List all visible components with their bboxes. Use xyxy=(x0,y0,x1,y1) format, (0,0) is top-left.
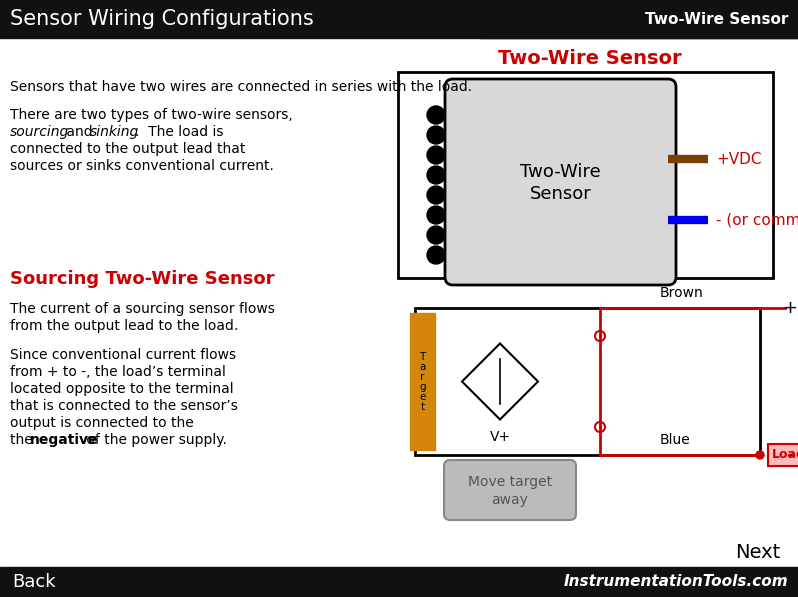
Circle shape xyxy=(756,451,764,459)
Text: Move target: Move target xyxy=(468,475,552,489)
Ellipse shape xyxy=(427,206,445,224)
Text: T
a
r
g
e
t: T a r g e t xyxy=(419,352,426,411)
Text: the: the xyxy=(10,433,38,447)
Bar xyxy=(410,313,435,450)
Bar xyxy=(0,0,798,38)
Text: away: away xyxy=(492,493,528,507)
Text: from the output lead to the load.: from the output lead to the load. xyxy=(10,319,239,333)
Text: Sensor Wiring Configurations: Sensor Wiring Configurations xyxy=(10,9,314,29)
Text: located opposite to the terminal: located opposite to the terminal xyxy=(10,382,234,396)
Ellipse shape xyxy=(427,186,445,204)
Text: connected to the output lead that: connected to the output lead that xyxy=(10,142,245,156)
Text: The current of a sourcing sensor flows: The current of a sourcing sensor flows xyxy=(10,302,275,316)
FancyBboxPatch shape xyxy=(445,79,676,285)
Text: Blue: Blue xyxy=(660,433,691,447)
Text: Sensor: Sensor xyxy=(530,185,591,203)
Ellipse shape xyxy=(427,126,445,144)
Polygon shape xyxy=(430,0,798,38)
Text: that is connected to the sensor’s: that is connected to the sensor’s xyxy=(10,399,238,413)
Text: .  The load is: . The load is xyxy=(135,125,223,139)
Text: Since conventional current flows: Since conventional current flows xyxy=(10,348,236,362)
Ellipse shape xyxy=(427,166,445,184)
Text: +VDC: +VDC xyxy=(716,152,761,167)
Bar xyxy=(398,72,773,278)
Ellipse shape xyxy=(427,146,445,164)
Text: -: - xyxy=(786,446,792,464)
Text: Next: Next xyxy=(735,543,780,562)
Text: Brown: Brown xyxy=(660,286,704,300)
FancyBboxPatch shape xyxy=(444,460,576,520)
Text: of the power supply.: of the power supply. xyxy=(82,433,227,447)
Text: - (or common): - (or common) xyxy=(716,213,798,227)
Bar xyxy=(415,308,760,455)
Text: from + to -, the load’s terminal: from + to -, the load’s terminal xyxy=(10,365,226,379)
Text: negative: negative xyxy=(30,433,98,447)
Text: Two-Wire: Two-Wire xyxy=(520,163,601,181)
Text: Two-Wire Sensor: Two-Wire Sensor xyxy=(498,48,681,67)
Text: +: + xyxy=(782,299,797,317)
Text: InstrumentationTools.com: InstrumentationTools.com xyxy=(563,574,788,589)
Text: and: and xyxy=(62,125,97,139)
Text: V+: V+ xyxy=(489,430,511,444)
Text: sourcing: sourcing xyxy=(10,125,69,139)
Text: sources or sinks conventional current.: sources or sinks conventional current. xyxy=(10,159,274,173)
Text: Sensors that have two wires are connected in series with the load.: Sensors that have two wires are connecte… xyxy=(10,80,472,94)
Bar xyxy=(768,444,798,466)
Text: There are two types of two-wire sensors,: There are two types of two-wire sensors, xyxy=(10,108,293,122)
Ellipse shape xyxy=(427,226,445,244)
Bar xyxy=(0,567,798,597)
Ellipse shape xyxy=(427,246,445,264)
Text: Two-Wire Sensor: Two-Wire Sensor xyxy=(645,11,788,26)
Text: output is connected to the: output is connected to the xyxy=(10,416,194,430)
Text: sinking: sinking xyxy=(90,125,139,139)
Text: Load: Load xyxy=(772,448,798,461)
Text: Sourcing Two-Wire Sensor: Sourcing Two-Wire Sensor xyxy=(10,270,275,288)
Ellipse shape xyxy=(427,106,445,124)
Text: Back: Back xyxy=(12,573,56,591)
